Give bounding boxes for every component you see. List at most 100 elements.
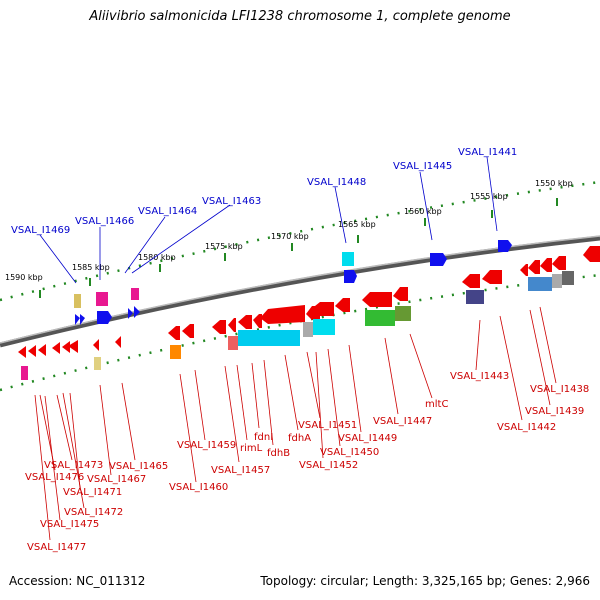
gene-feature bbox=[228, 336, 238, 350]
gene-label: VSAL_I1463 bbox=[202, 196, 261, 207]
tick-label: 1575 kbp bbox=[205, 242, 243, 251]
gene-label: VSAL_I1442 bbox=[497, 422, 556, 433]
gene-feature bbox=[552, 274, 562, 288]
gene-feature bbox=[168, 326, 180, 340]
gene-feature bbox=[18, 346, 26, 358]
gene-label: mltC bbox=[425, 399, 448, 410]
gene-label: VSAL_I1464 bbox=[138, 206, 197, 217]
gene-feature bbox=[134, 306, 140, 318]
gene-feature bbox=[93, 339, 99, 351]
plus-labels: VSAL_I1469 VSAL_I1466 VSAL_I1464 VSAL_I1… bbox=[11, 147, 517, 236]
minus-label-leaders bbox=[34, 306, 557, 541]
gene-feature bbox=[238, 315, 252, 329]
tick-label: 1590 kbp bbox=[5, 273, 43, 282]
gene-feature bbox=[520, 264, 528, 276]
chromosome-backbone bbox=[0, 235, 600, 348]
gene-feature bbox=[96, 292, 108, 306]
tick-label: 1585 kbp bbox=[72, 263, 110, 272]
tick-label: 1560 kbp bbox=[404, 207, 442, 216]
gene-feature bbox=[62, 341, 70, 353]
gene-feature bbox=[228, 318, 236, 332]
minus-strand-features bbox=[18, 246, 600, 380]
gene-label: VSAL_I1457 bbox=[211, 465, 270, 476]
gene-feature bbox=[395, 306, 411, 321]
minus-labels: VSAL_I1473 VSAL_I1476 VSAL_I1471 VSAL_I1… bbox=[25, 371, 589, 553]
gene-feature bbox=[21, 366, 28, 380]
gene-label: VSAL_I1441 bbox=[458, 147, 517, 158]
tick-label: 1570 kbp bbox=[271, 232, 309, 241]
gene-feature bbox=[313, 319, 335, 335]
gene-feature bbox=[68, 340, 78, 353]
gene-label: VSAL_I1467 bbox=[87, 474, 146, 485]
gene-feature bbox=[362, 292, 392, 307]
gene-feature bbox=[94, 357, 101, 370]
gene-label: fdhA bbox=[288, 433, 311, 444]
gene-label: VSAL_I1449 bbox=[338, 433, 397, 444]
gene-feature bbox=[253, 314, 262, 328]
gene-feature bbox=[75, 314, 80, 325]
gene-feature bbox=[310, 302, 334, 316]
gene-feature bbox=[528, 260, 540, 274]
gene-feature bbox=[170, 345, 181, 359]
gene-feature bbox=[342, 252, 354, 266]
gene-label: VSAL_I1447 bbox=[373, 416, 432, 427]
gene-feature bbox=[97, 311, 112, 324]
gene-feature bbox=[482, 270, 502, 284]
gene-label: VSAL_I1452 bbox=[299, 460, 358, 471]
gene-label: VSAL_I1459 bbox=[177, 440, 236, 451]
gene-label: VSAL_I1471 bbox=[63, 487, 122, 498]
tick-labels: 1590 kbp 1585 kbp 1580 kbp 1575 kbp 1570… bbox=[5, 179, 573, 282]
gene-label: VSAL_I1460 bbox=[169, 482, 228, 493]
gene-feature bbox=[466, 290, 484, 304]
scale-ring-outer bbox=[0, 180, 600, 302]
tick-label: 1565 kbp bbox=[338, 220, 376, 229]
gene-feature bbox=[462, 274, 480, 288]
gene-label: VSAL_I1445 bbox=[393, 161, 452, 172]
gene-feature bbox=[128, 308, 133, 319]
genome-summary: Topology: circular; Length: 3,325,165 bp… bbox=[260, 574, 590, 588]
gene-feature bbox=[131, 288, 139, 300]
gene-feature bbox=[393, 287, 408, 301]
gene-feature bbox=[80, 314, 85, 325]
gene-label: VSAL_I1475 bbox=[40, 519, 99, 530]
plus-label-leaders bbox=[39, 156, 498, 284]
gene-label: VSAL_I1476 bbox=[25, 472, 84, 483]
gene-label: VSAL_I1443 bbox=[450, 371, 509, 382]
gene-feature bbox=[552, 256, 566, 270]
accession-label: Accession: NC_011312 bbox=[9, 574, 146, 588]
gene-feature bbox=[182, 324, 194, 338]
gene-label: VSAL_I1469 bbox=[11, 225, 70, 236]
tick-label: 1580 kbp bbox=[138, 253, 176, 262]
gene-feature bbox=[28, 345, 36, 357]
gene-feature bbox=[260, 305, 305, 324]
gene-label: VSAL_I1477 bbox=[27, 542, 86, 553]
gene-feature bbox=[498, 240, 512, 252]
gene-feature bbox=[365, 310, 395, 326]
gene-feature bbox=[74, 294, 81, 308]
gene-feature bbox=[344, 270, 357, 283]
gene-label: VSAL_I1451 bbox=[298, 420, 357, 431]
gene-label: rimL bbox=[240, 443, 263, 454]
tick-label: 1555 kbp bbox=[470, 192, 508, 201]
plus-strand-features bbox=[74, 240, 512, 325]
gene-label: fdnI bbox=[254, 432, 273, 443]
gene-label: fdhB bbox=[267, 448, 290, 459]
gene-feature bbox=[52, 342, 60, 354]
gene-label: VSAL_I1473 bbox=[44, 460, 103, 471]
gene-feature bbox=[528, 277, 552, 291]
gene-label: VSAL_I1465 bbox=[109, 461, 168, 472]
gene-feature bbox=[303, 322, 313, 337]
gene-feature bbox=[115, 336, 121, 348]
gene-feature bbox=[562, 271, 574, 285]
gene-label: VSAL_I1438 bbox=[530, 384, 589, 395]
gene-label: VSAL_I1466 bbox=[75, 216, 134, 227]
tick-label: 1550 kbp bbox=[535, 179, 573, 188]
gene-label: VSAL_I1450 bbox=[320, 447, 379, 458]
gene-feature bbox=[238, 330, 300, 346]
gene-feature bbox=[335, 298, 350, 312]
gene-feature bbox=[540, 258, 552, 272]
gene-feature bbox=[38, 344, 46, 356]
gene-feature bbox=[583, 246, 600, 262]
gene-label: VSAL_I1472 bbox=[64, 507, 123, 518]
